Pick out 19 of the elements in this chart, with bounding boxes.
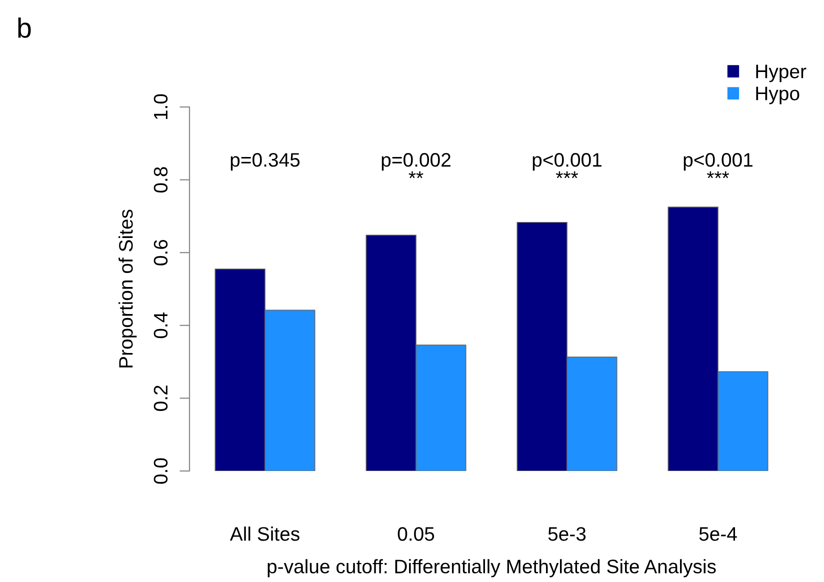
legend-label: Hypo xyxy=(756,86,800,104)
x-tick-label: 0.05 xyxy=(398,527,434,541)
text: b xyxy=(18,17,31,38)
annotation: p=0.002 ** xyxy=(382,153,450,178)
y-tick-label: 0.0 xyxy=(154,458,168,484)
y-tick-label: 1.0 xyxy=(154,94,168,120)
legend-label: Hyper xyxy=(756,64,806,82)
x-tick-label: 5e-4 xyxy=(699,527,737,541)
annotation: p<0.001 *** xyxy=(532,153,602,178)
y-tick-label: 0.4 xyxy=(154,312,168,338)
y-tick-label: 0.8 xyxy=(154,167,168,193)
annotation: p<0.001 *** xyxy=(684,153,752,178)
annotation: p=0.345 xyxy=(230,153,300,171)
x-tick-label: 5e-3 xyxy=(548,527,586,541)
y-axis-title: Proportion of Sites xyxy=(118,210,137,368)
y-tick-label: 0.2 xyxy=(154,386,168,411)
y-tick-label: 0.6 xyxy=(154,240,168,266)
x-tick-label: All Sites xyxy=(230,526,300,541)
x-axis-title: p-value cutoff: Differentially Methylated Site Analysis xyxy=(268,559,716,578)
